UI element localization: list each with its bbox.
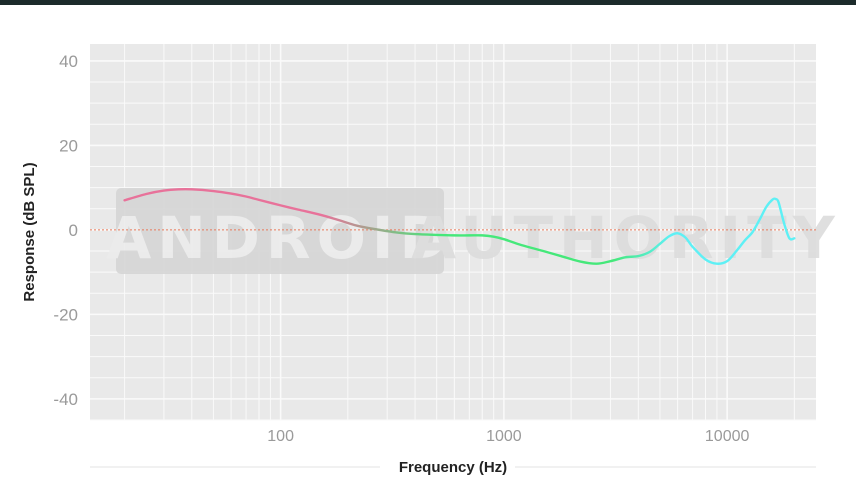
y-axis-title: Response (dB SPL) <box>21 162 38 301</box>
y-tick-label: -40 <box>53 390 78 409</box>
y-tick-label: 20 <box>59 136 78 155</box>
top-bar <box>0 0 856 5</box>
y-tick-label: -20 <box>53 305 78 324</box>
x-tick-label: 1000 <box>486 428 522 445</box>
watermark-box <box>116 188 444 274</box>
y-tick-labels: 40 20 0 -20 -40 <box>53 52 78 409</box>
watermark: ANDROID AUTHORITY <box>106 188 840 274</box>
watermark-word-authority: AUTHORITY <box>411 204 840 272</box>
y-tick-label: 40 <box>59 52 78 71</box>
x-axis-title: Frequency (Hz) <box>399 459 507 476</box>
watermark-word-android: ANDROID <box>106 204 453 272</box>
x-tick-label: 100 <box>267 428 294 445</box>
x-tick-label: 10000 <box>705 428 750 445</box>
y-tick-label: 0 <box>69 221 78 240</box>
x-tick-labels: 100 1000 10000 <box>267 428 749 445</box>
frequency-response-curve <box>123 187 796 265</box>
